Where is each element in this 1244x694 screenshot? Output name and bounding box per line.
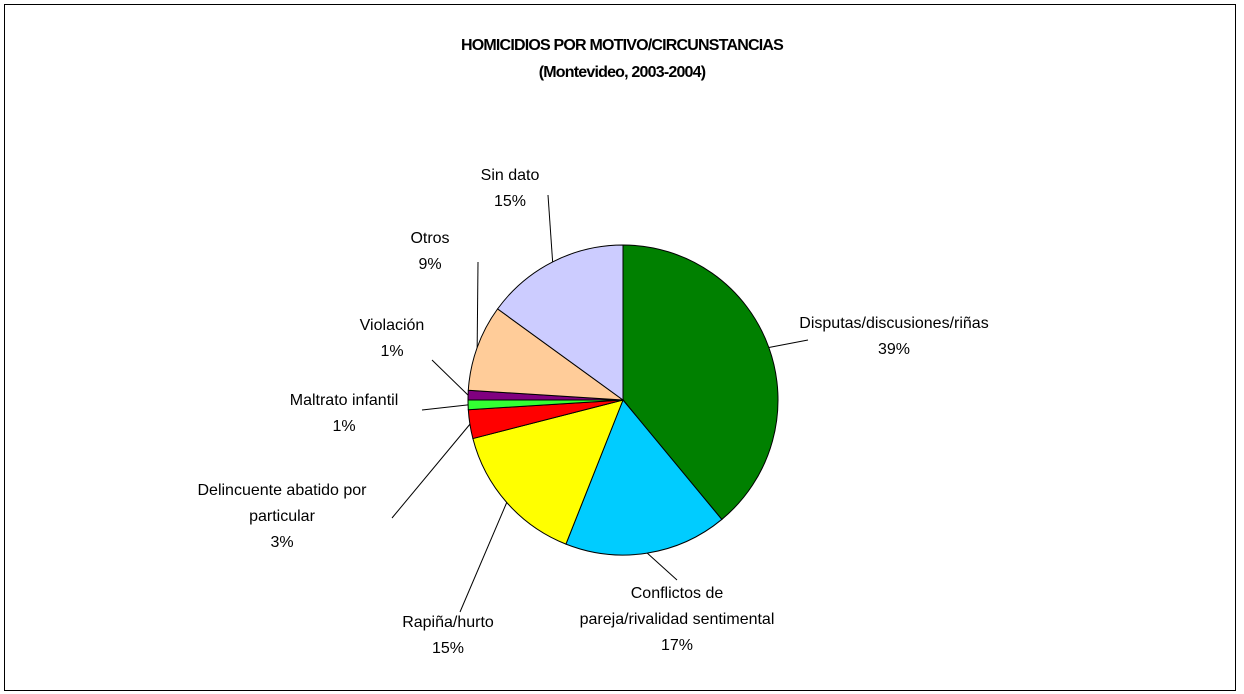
- pie-slice: [472, 399, 624, 545]
- slice-value-label: 9%: [418, 256, 441, 273]
- pie-slice: [496, 244, 624, 401]
- pie-slice: [622, 244, 779, 521]
- slice-label: Rapiña/hurto: [402, 614, 494, 631]
- leader-line: [547, 194, 554, 262]
- slice-label: Delincuente abatido por particular: [197, 482, 367, 525]
- chart-title: HOMICIDIOS POR MOTIVO/CIRCUNSTANCIAS: [461, 37, 784, 54]
- slice-value-label: 1%: [332, 418, 355, 435]
- slice-label: Conflictos de pareja/rivalidad sentimenta…: [580, 585, 775, 628]
- slice-value-label: 39%: [878, 341, 910, 358]
- leader-line: [431, 359, 469, 396]
- slice-value-label: 15%: [494, 193, 526, 210]
- leader-line: [768, 339, 809, 348]
- slice-value-label: 1%: [380, 343, 403, 360]
- leader-line: [646, 552, 678, 581]
- chart-subtitle: (Montevideo, 2003-2004): [539, 64, 706, 81]
- slice-label: Violación: [360, 317, 425, 334]
- slice-label: Otros: [410, 230, 449, 247]
- leader-line: [421, 404, 469, 411]
- pie-slice: [467, 308, 625, 401]
- leader-line: [476, 261, 479, 348]
- slice-label: Maltrato infantil: [290, 392, 399, 409]
- slice-value-label: 17%: [661, 637, 693, 654]
- slice-label: Disputas/discusiones/riñas: [799, 315, 988, 332]
- slice-label: Sin dato: [481, 167, 540, 184]
- slice-value-label: 3%: [270, 534, 293, 551]
- slice-value-label: 15%: [432, 640, 464, 657]
- leader-line: [459, 502, 508, 613]
- leader-line: [391, 423, 471, 519]
